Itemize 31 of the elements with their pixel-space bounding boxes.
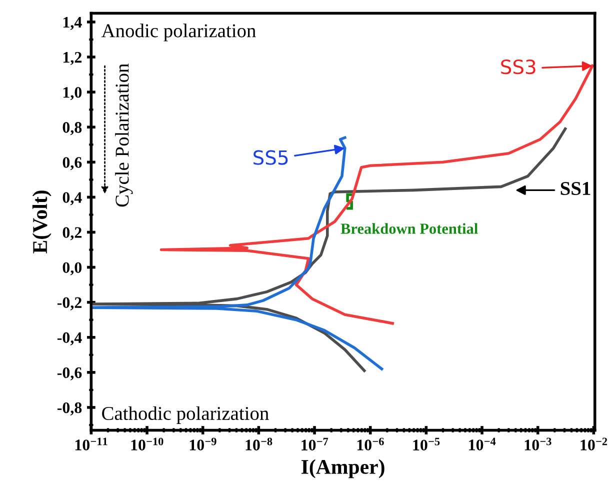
annotation: Breakdown Potential — [340, 223, 478, 234]
y-tick-label: 0,4 — [62, 192, 82, 206]
y-tick-label: -0,6 — [57, 367, 82, 380]
x-tick-label: 10$^{−9}$ — [190, 438, 216, 450]
x-tick-label: 10$^{−8}$ — [246, 438, 272, 450]
annotation: Anodic polarization — [101, 24, 256, 42]
series-label: SS1 — [560, 182, 590, 196]
y-tick-label: -0,2 — [57, 297, 82, 310]
y-tick-label: 1,4 — [63, 16, 82, 30]
y-tick-label: 0,6 — [62, 157, 82, 170]
x-tick-label: 10$^{−10}$ — [131, 438, 164, 450]
x-tick-label: 10$^{−11}$ — [75, 438, 108, 450]
x-tick-label: 10$^{−6}$ — [357, 438, 384, 450]
x-tick-label: 10$^{−3}$ — [524, 438, 552, 450]
y-tick-label: -0,8 — [57, 402, 82, 416]
annotation: Cycle Polarization — [115, 64, 133, 207]
y-tick-label: 0,0 — [62, 262, 82, 276]
text: SS3 — [501, 60, 536, 74]
x-tick-label: 10$^{−5}$ — [413, 438, 440, 450]
x-tick-label: 10$^{−2}$ — [580, 438, 608, 450]
y-tick-label: 1,2 — [63, 52, 82, 66]
text: SS5 — [254, 150, 288, 165]
y-tick-label: 0,8 — [62, 122, 82, 136]
annotation: Cathodic polarization — [102, 406, 269, 424]
x-axis-title: I(Amper) — [302, 459, 384, 478]
x-tick-label: 10$^{−4}$ — [469, 438, 496, 450]
y-tick-label: 1,0 — [63, 86, 82, 100]
y-axis-title: E(Volt) — [32, 190, 52, 254]
x-tick-label: 10$^{−7}$ — [302, 438, 328, 450]
y-tick-label: -0,4 — [57, 332, 82, 346]
y-tick-label: 0,2 — [62, 227, 82, 240]
